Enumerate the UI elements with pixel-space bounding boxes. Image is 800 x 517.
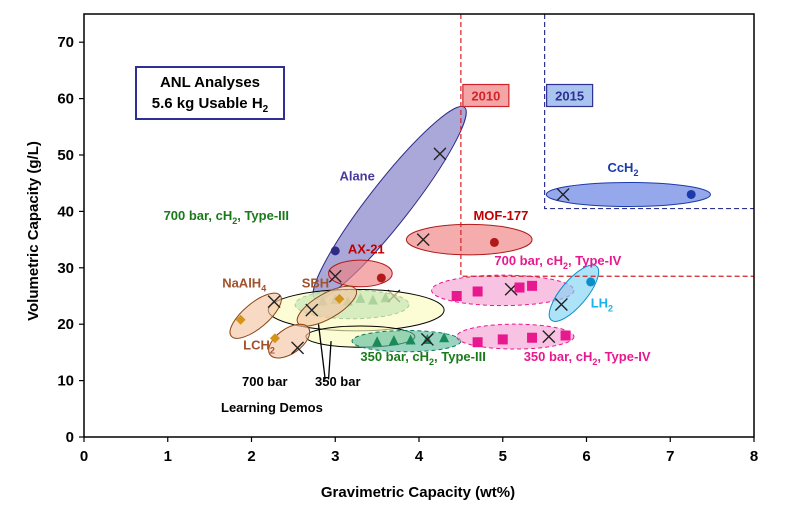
label-cch2: CcH2: [607, 160, 638, 178]
label-ax-21: AX-21: [348, 242, 385, 257]
x-tick-label-8: 8: [750, 448, 758, 465]
y-tick-label-0: 0: [66, 429, 74, 446]
marker-lch2-1: [269, 333, 280, 344]
marker-sbh-0: [305, 303, 319, 317]
demo-arrow-700bar: [317, 324, 326, 380]
marker-naalh4-1: [235, 314, 246, 325]
annotation-box: ANL Analyses 5.6 kg Usable H2: [135, 66, 285, 120]
label-350-bar-ch2-type-iii: 350 bar, cH2, Type-III: [360, 349, 485, 367]
marker-350-bar-ch2-type-iv-4: [560, 330, 571, 341]
target-label-box-2010: [462, 83, 510, 108]
marker-350-bar-ch2-type-iii-0: [372, 336, 383, 347]
marker-700-bar-ch2-type-iv-1: [472, 286, 483, 297]
marker-350-bar-ch2-type-iv-2: [527, 332, 538, 343]
x-tick-label-1: 1: [164, 448, 172, 465]
target-label-2015: 2015: [555, 89, 584, 104]
region-lch2: [268, 323, 311, 359]
target-boundary-2015: [544, 14, 754, 210]
x-tick-label-2: 2: [247, 448, 255, 465]
label-lch2: LCH2: [243, 338, 275, 356]
marker-350-bar-ch2-type-iii-5: [420, 332, 434, 346]
demo-arrow-350bar: [327, 341, 332, 380]
regions-layer: [229, 105, 711, 359]
demo-label-700bar: 700 bar: [242, 374, 288, 389]
marker-mof-177-0: [416, 233, 430, 247]
label-350-bar-ch2-type-iv: 350 bar, cH2, Type-IV: [524, 349, 651, 367]
marker-lch2-0: [291, 341, 305, 355]
x-tick-label-5: 5: [499, 448, 507, 465]
marker-alane-0: [433, 147, 447, 161]
region-cch2: [545, 181, 711, 207]
annotation-line1: ANL Analyses: [160, 74, 260, 91]
axes-layer: 0 1 2 3 4 5 6 7 8 0 10 20 30 40 50 60 70: [57, 13, 758, 465]
region-lh2: [548, 264, 600, 322]
marker-700-bar-ch2-type-iv-3: [527, 280, 538, 291]
x-axis-title: Gravimetric Capacity (wt%): [321, 484, 515, 501]
label-700-bar-ch2-type-iv: 700 bar, cH2, Type-IV: [494, 253, 621, 271]
y-tick-label-50: 50: [57, 147, 74, 164]
y-tick-label-60: 60: [57, 91, 74, 108]
x-tick-label-6: 6: [582, 448, 590, 465]
y-tick-label-10: 10: [57, 373, 74, 390]
targets-layer: 2010 2015: [460, 14, 754, 277]
marker-cch2-1: [686, 189, 696, 199]
marker-sbh-1: [334, 293, 345, 304]
y-tick-label-30: 30: [57, 260, 74, 277]
target-label-2010: 2010: [471, 89, 500, 104]
target-boundary-2010: [460, 14, 754, 277]
region-700-bar-ch2-type-iv: [431, 274, 575, 307]
marker-ax-21-1: [376, 273, 386, 283]
marker-350-bar-ch2-type-iii-1: [388, 335, 399, 346]
y-tick-label-70: 70: [57, 34, 74, 51]
marker-350-bar-ch2-type-iii-2: [405, 334, 416, 345]
marker-350-bar-ch2-type-iv-0: [472, 337, 483, 348]
marker-mof-177-1: [489, 237, 499, 247]
region-ax-21: [328, 259, 393, 288]
region-naalh4: [229, 292, 282, 339]
label-sbh: SBH: [302, 276, 329, 291]
marker-700-bar-ch2-type-iv-0: [451, 291, 462, 301]
marker-cch2-0: [556, 187, 570, 201]
demo-label-learning-demos: Learning Demos: [221, 400, 323, 415]
label-naalh4: NaAlH4: [222, 276, 266, 294]
x-tick-label-0: 0: [80, 448, 88, 465]
target-label-box-2015: [546, 83, 594, 108]
y-axis-title: Volumetric Capacity (g/L): [25, 141, 42, 321]
marker-350-bar-ch2-type-iv-1: [497, 334, 508, 345]
label-700-bar-ch2-type-iii: 700 bar, cH2, Type-III: [164, 208, 289, 226]
labels-layer: Alane CcH2 MOF-177 AX-21 700 bar, cH2, Type-…: [164, 160, 651, 415]
annotation-line2: 5.6 kg Usable H2: [152, 95, 269, 115]
region-350-bar-ch2-type-iv: [456, 323, 575, 350]
marker-lh2-1: [586, 277, 596, 287]
annotation-line2-text: 5.6 kg Usable H: [152, 95, 263, 112]
marker-350-bar-ch2-type-iii-4: [439, 332, 450, 343]
label-mof-177: MOF-177: [473, 208, 528, 223]
region-mof-177: [405, 223, 533, 256]
marker-alane-1: [330, 246, 340, 256]
label-alane: Alane: [339, 168, 374, 183]
marker-lh2-0: [554, 297, 568, 311]
marker-naalh4-0: [267, 295, 281, 309]
x-tick-label-7: 7: [666, 448, 674, 465]
annotation-line2-sub: 2: [263, 104, 269, 115]
marker-ax-21-0: [328, 269, 342, 283]
y-tick-label-40: 40: [57, 203, 74, 220]
marker-350-bar-ch2-type-iv-3: [542, 330, 556, 344]
marker-700-bar-ch2-type-iv-4: [514, 282, 525, 293]
x-tick-label-4: 4: [415, 448, 424, 465]
x-tick-label-3: 3: [331, 448, 339, 465]
label-lh2: LH2: [591, 295, 613, 313]
demo-label-350bar: 350 bar: [315, 374, 361, 389]
y-tick-label-20: 20: [57, 316, 74, 333]
